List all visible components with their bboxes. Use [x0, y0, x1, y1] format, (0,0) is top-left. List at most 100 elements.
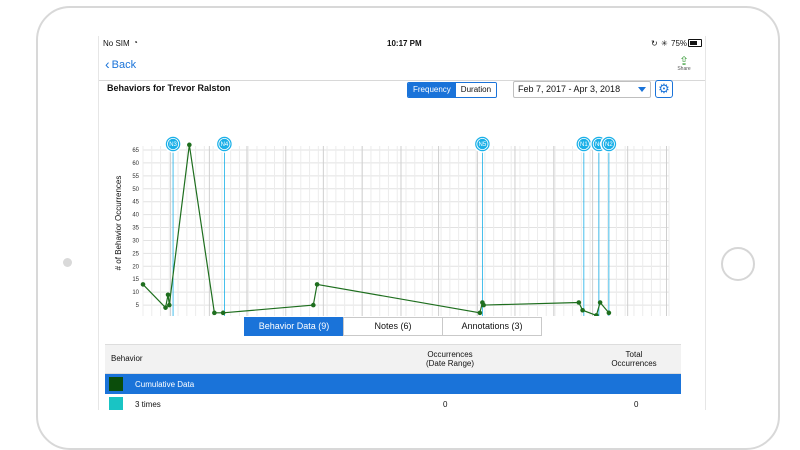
data-point: [576, 300, 582, 305]
annotation-label: N1: [580, 142, 588, 148]
data-tabs: Behavior Data (9) Notes (6) Annotations …: [244, 317, 542, 336]
data-point: [165, 292, 171, 298]
annotation-markers: N3 N4 N5 N1 N6 N2: [164, 135, 618, 316]
y-tick-label: 5: [136, 303, 140, 309]
gear-icon: ⚙: [658, 81, 670, 96]
header-occurrences: Occurrences (Date Range): [415, 350, 485, 368]
annotation-n4: N4: [215, 135, 234, 153]
header-occurrences-line1: Occurrences: [427, 350, 473, 359]
chevron-left-icon: ‹: [105, 56, 110, 72]
color-swatch: [109, 377, 123, 391]
table-row-cumulative[interactable]: Cumulative Data: [105, 374, 681, 394]
annotation-label: N6: [595, 142, 603, 148]
y-tick-label: 25: [132, 251, 139, 257]
y-tick-label: 40: [132, 213, 139, 219]
behavior-table: Behavior Occurrences (Date Range) Total …: [105, 344, 681, 410]
header-total-line1: Total: [625, 350, 643, 359]
annotation-n5: N5: [473, 135, 492, 153]
share-button[interactable]: ⇪ Share: [673, 54, 695, 72]
dropdown-arrow-icon: [638, 87, 646, 92]
data-point: [481, 302, 486, 308]
duration-toggle[interactable]: Duration: [455, 83, 497, 97]
lock-rotation-icon: ↻: [651, 39, 658, 48]
home-button[interactable]: [721, 247, 755, 281]
battery-icon: [688, 39, 702, 47]
annotation-label: N2: [605, 142, 613, 148]
date-range-value: Feb 7, 2017 - Apr 3, 2018: [518, 84, 621, 94]
bluetooth-icon: ✳: [661, 39, 668, 48]
header-total: Total Occurrences: [599, 350, 669, 368]
date-range-picker[interactable]: Feb 7, 2017 - Apr 3, 2018: [513, 81, 651, 98]
y-tick-label: 20: [132, 264, 139, 270]
camera-dot: [63, 258, 72, 267]
status-bar: No SIM ◔ 10:17 PM ↻ ✳ 75%: [99, 36, 705, 52]
carrier-label: No SIM: [103, 39, 130, 48]
row-total: 0: [634, 400, 639, 409]
back-label: Back: [111, 59, 137, 71]
data-point: [187, 142, 192, 148]
data-point: [314, 282, 320, 287]
tab-behavior-data[interactable]: Behavior Data (9): [244, 317, 344, 336]
tab-annotations[interactable]: Annotations (3): [442, 317, 542, 336]
annotation-ring: [167, 138, 180, 151]
data-point: [311, 302, 316, 308]
data-point: [163, 305, 168, 310]
annotation-n3: N3: [164, 135, 182, 153]
y-axis-label: # of Behavior Occurrences: [114, 176, 123, 271]
header-behavior: Behavior: [111, 354, 143, 363]
frequency-toggle[interactable]: Frequency: [408, 83, 456, 97]
y-axis-ticks: 05101520253035404550556065: [132, 148, 140, 309]
behavior-chart: 05101520253035404550556065 Mar 1Apr 1May…: [114, 135, 670, 316]
app-screen: No SIM ◔ 10:17 PM ↻ ✳ 75% ‹ Back ⇪ Share …: [98, 36, 706, 410]
tab-notes[interactable]: Notes (6): [343, 317, 443, 336]
annotation-ring: [476, 138, 489, 151]
row-name: Cumulative Data: [135, 380, 195, 389]
y-tick-label: 65: [132, 148, 139, 154]
y-tick-label: 30: [132, 238, 139, 244]
annotation-n1: N1: [575, 135, 593, 153]
data-point: [580, 307, 585, 313]
header-total-line2: Occurrences: [611, 359, 657, 368]
row-occurrences: 0: [443, 400, 448, 409]
annotation-label: N5: [479, 142, 487, 148]
annotation-n2: N2: [600, 135, 618, 153]
data-point: [167, 302, 172, 308]
back-button[interactable]: ‹ Back: [105, 56, 136, 72]
data-point: [212, 310, 217, 316]
data-point: [220, 310, 226, 316]
color-swatch: [109, 397, 123, 410]
header-occurrences-line2: (Date Range): [425, 359, 475, 368]
wifi-icon: ◔: [133, 38, 138, 47]
share-icon: ⇪: [678, 54, 690, 68]
annotation-label: N3: [169, 142, 177, 148]
table-header: Behavior Occurrences (Date Range) Total …: [105, 344, 681, 374]
data-point: [597, 300, 603, 305]
annotation-ring: [602, 138, 615, 151]
settings-button[interactable]: ⚙: [655, 80, 673, 98]
annotation-label: N4: [221, 142, 229, 148]
table-row-3-times[interactable]: 3 times 0 0: [105, 394, 681, 410]
y-tick-label: 45: [132, 200, 139, 206]
y-tick-label: 10: [132, 290, 139, 296]
data-point: [606, 310, 612, 316]
data-point: [594, 313, 599, 316]
y-tick-label: 15: [132, 277, 139, 283]
clock: 10:17 PM: [387, 39, 422, 48]
row-name: 3 times: [135, 400, 161, 409]
chart-series: [140, 142, 612, 316]
data-point: [477, 310, 483, 316]
y-tick-label: 50: [132, 187, 139, 193]
y-tick-label: 55: [132, 174, 139, 180]
battery-level: [690, 41, 697, 45]
battery-percent: 75%: [671, 39, 688, 48]
page-title: Behaviors for Trevor Ralston: [107, 83, 231, 93]
chart-grid: [142, 146, 670, 316]
annotation-ring: [577, 138, 590, 151]
y-tick-label: 35: [132, 226, 139, 232]
y-tick-label: 60: [132, 161, 139, 167]
metric-toggle: Frequency Duration: [407, 82, 498, 98]
data-point: [140, 282, 146, 287]
annotation-ring: [218, 138, 231, 151]
share-label: Share: [677, 66, 691, 72]
nav-bar: ‹ Back ⇪ Share: [99, 52, 705, 81]
